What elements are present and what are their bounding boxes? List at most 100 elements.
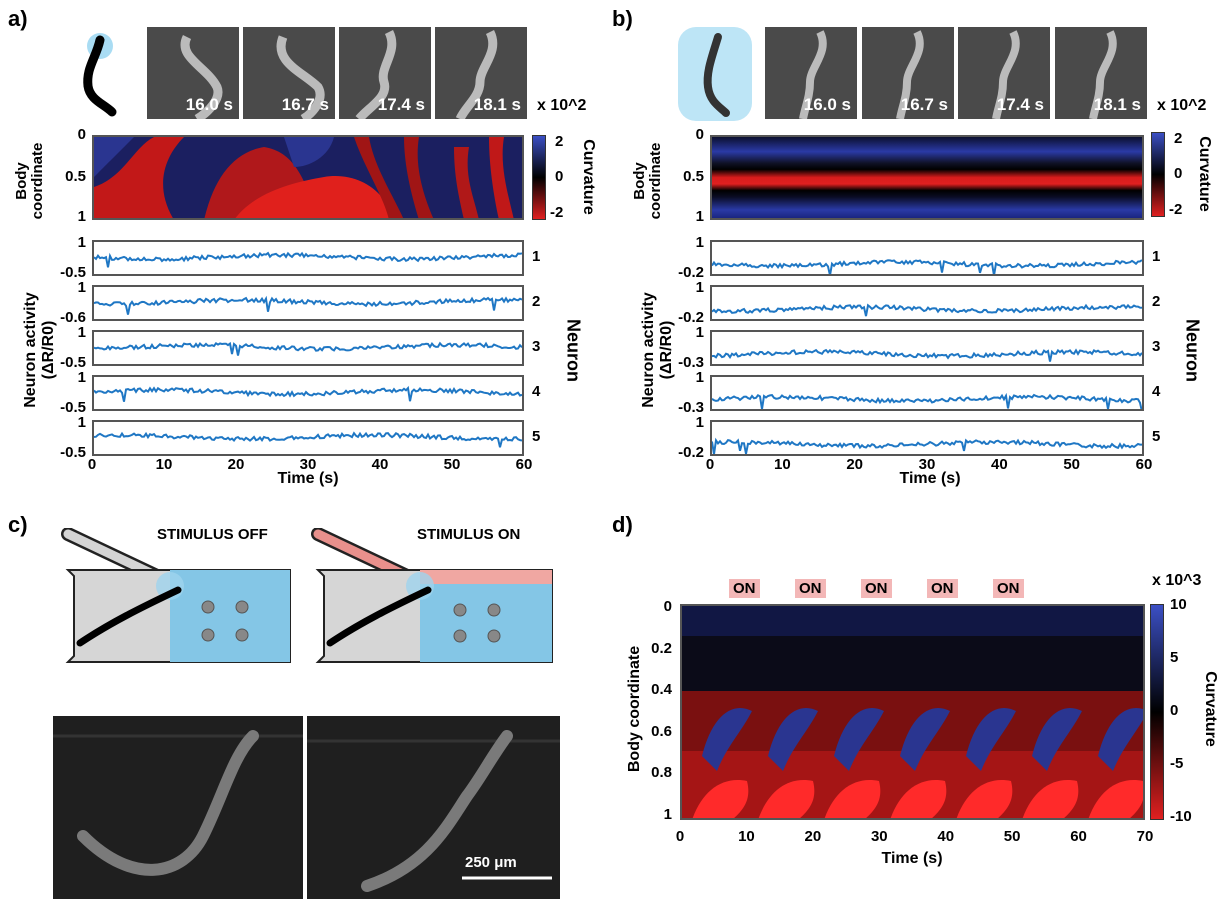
timestamp: 16.7 s <box>901 95 948 115</box>
trace-line <box>94 433 522 447</box>
on-badge: ON <box>927 579 958 598</box>
neuron-trace-2 <box>92 285 524 321</box>
ytick-top: 1 <box>48 369 86 386</box>
frame-b-3: 17.4 s <box>958 27 1050 119</box>
panel-b-label: b) <box>612 6 633 32</box>
worm-icon <box>70 28 130 123</box>
trace-line <box>94 298 522 315</box>
neuron-id: 3 <box>532 338 540 355</box>
cbar-tick: 2 <box>1174 130 1182 147</box>
timestamp: 18.1 s <box>1094 95 1141 115</box>
frame-a-2: 16.7 s <box>243 27 335 119</box>
curvature-heatmap-b <box>710 135 1144 220</box>
frame-a-1: 16.0 s <box>147 27 239 119</box>
xtick: 0 <box>665 828 695 845</box>
xtick: 20 <box>221 456 251 473</box>
colorbar-d <box>1150 604 1164 820</box>
xtick: 10 <box>149 456 179 473</box>
trace-line <box>94 253 522 267</box>
timestamp: 17.4 s <box>997 95 1044 115</box>
neuron-id: 3 <box>1152 338 1160 355</box>
ytick-top: 1 <box>48 414 86 431</box>
curvature-heatmap-d <box>680 604 1145 820</box>
xtick: 0 <box>695 456 725 473</box>
timestamp: 17.4 s <box>378 95 425 115</box>
xtick: 40 <box>984 456 1014 473</box>
xtick: 50 <box>1057 456 1087 473</box>
frame-a-3: 17.4 s <box>339 27 431 119</box>
ytick-top: 1 <box>48 324 86 341</box>
panel-c-label: c) <box>8 512 28 538</box>
cbar-tick: 0 <box>555 168 563 185</box>
trace-line <box>712 350 1142 362</box>
panel-a-label: a) <box>8 6 28 32</box>
neuron-id: 1 <box>1152 248 1160 265</box>
ytick: 0 <box>50 126 86 143</box>
on-badge: ON <box>795 579 826 598</box>
curvature-heatmap-a <box>92 135 524 220</box>
neuron-trace-3 <box>710 330 1144 366</box>
colorbar-b <box>1151 132 1165 217</box>
xtick: 20 <box>840 456 870 473</box>
xtick: 0 <box>77 456 107 473</box>
trace-ylabel-line1: Neuron activity <box>22 290 40 410</box>
neuron-trace-5 <box>710 420 1144 456</box>
ylabel-d: Body coordinate <box>626 639 644 779</box>
neuron-trace-1 <box>92 240 524 276</box>
ytick-top: 1 <box>48 234 86 251</box>
frame-b-1: 16.0 s <box>765 27 857 119</box>
trace-ylabel: Neuron activity (ΔR/R0) <box>640 290 676 410</box>
trace-ylabel: Neuron activity (ΔR/R0) <box>22 290 58 410</box>
ytick: 0.2 <box>628 640 672 657</box>
micrograph-off <box>53 716 303 899</box>
neuron-trace-2 <box>710 285 1144 321</box>
on-badge: ON <box>861 579 892 598</box>
cbar-tick: 0 <box>1170 702 1178 719</box>
ytick-top: 1 <box>666 414 704 431</box>
ytick-top: 1 <box>666 234 704 251</box>
micrograph-on: 250 μm <box>307 716 560 899</box>
xtick: 40 <box>931 828 961 845</box>
ytick: 0.4 <box>628 681 672 698</box>
on-badge: ON <box>729 579 760 598</box>
xtick: 70 <box>1130 828 1160 845</box>
frame-b-4: 18.1 s <box>1055 27 1147 119</box>
timestamp: 16.0 s <box>186 95 233 115</box>
ytick-top: 1 <box>48 279 86 296</box>
scalebar-label: 250 μm <box>465 854 517 871</box>
heatmap-ylabel: Body coordinate <box>14 131 46 231</box>
xtick: 60 <box>1129 456 1159 473</box>
ytick: 0.6 <box>628 723 672 740</box>
trace-line <box>712 440 1142 454</box>
scale-note: x 10^3 <box>1152 572 1201 590</box>
neuron-trace-1 <box>710 240 1144 276</box>
cbar-tick: 0 <box>1174 165 1182 182</box>
xtick: 50 <box>437 456 467 473</box>
frame-b-2: 16.7 s <box>862 27 954 119</box>
timestamp: 16.7 s <box>282 95 329 115</box>
ytick: 0 <box>668 126 704 143</box>
cbar-label: Curvature <box>579 137 597 217</box>
xtick: 10 <box>731 828 761 845</box>
scale-note: x 10^2 <box>537 97 586 115</box>
xtick: 30 <box>293 456 323 473</box>
timestamp: 18.1 s <box>474 95 521 115</box>
cbar-tick: 2 <box>555 133 563 150</box>
neuron-id: 4 <box>1152 383 1160 400</box>
worm-icon <box>678 27 752 121</box>
neuron-id: 2 <box>532 293 540 310</box>
trace-line <box>94 388 522 402</box>
neuron-id: 1 <box>532 248 540 265</box>
cbar-label: Curvature <box>1195 134 1213 214</box>
neuron-label: Neuron <box>563 316 584 386</box>
xtick: 40 <box>365 456 395 473</box>
ytick: 0.5 <box>50 168 86 185</box>
neuron-id: 5 <box>532 428 540 445</box>
ytick-top: 1 <box>666 279 704 296</box>
ytick-top: 1 <box>666 324 704 341</box>
colorbar-a <box>532 135 546 220</box>
scale-note: x 10^2 <box>1157 97 1206 115</box>
xtick: 30 <box>864 828 894 845</box>
neuron-id: 4 <box>532 383 540 400</box>
xtick: 50 <box>997 828 1027 845</box>
